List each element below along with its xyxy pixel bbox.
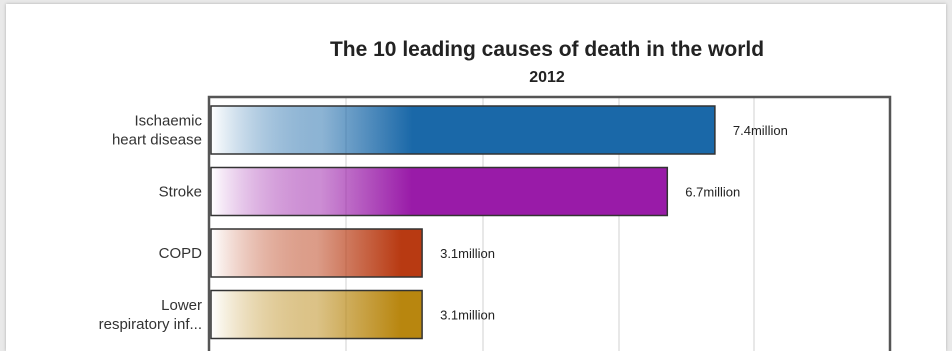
category-label: heart disease (112, 132, 202, 149)
value-label: 6.7million (685, 185, 740, 200)
bar (210, 166, 669, 217)
bar (210, 289, 423, 340)
bar (210, 228, 423, 278)
plot-border (207, 95, 892, 351)
chart-title: The 10 leading causes of death in the wo… (330, 38, 764, 61)
bars (210, 105, 716, 340)
category-label: Lower (161, 297, 202, 314)
value-label: 3.1million (440, 308, 495, 323)
bar (210, 105, 716, 155)
category-label: COPD (159, 245, 203, 262)
bar-chart: The 10 leading causes of death in the wo… (99, 38, 892, 351)
category-label: Ischaemic (134, 113, 202, 130)
value-label: 7.4million (733, 123, 788, 138)
category-label: Stroke (159, 184, 202, 201)
chart-subtitle: 2012 (529, 69, 565, 86)
category-labels: Ischaemic heart disease Stroke COPD Lower res… (99, 113, 203, 334)
chart-panel: The 10 leading causes of death in the wo… (6, 4, 946, 351)
value-labels: 7.4million 6.7million 3.1million 3.1million (440, 123, 788, 323)
value-label: 3.1million (440, 246, 495, 261)
category-label: respiratory inf... (99, 316, 202, 333)
